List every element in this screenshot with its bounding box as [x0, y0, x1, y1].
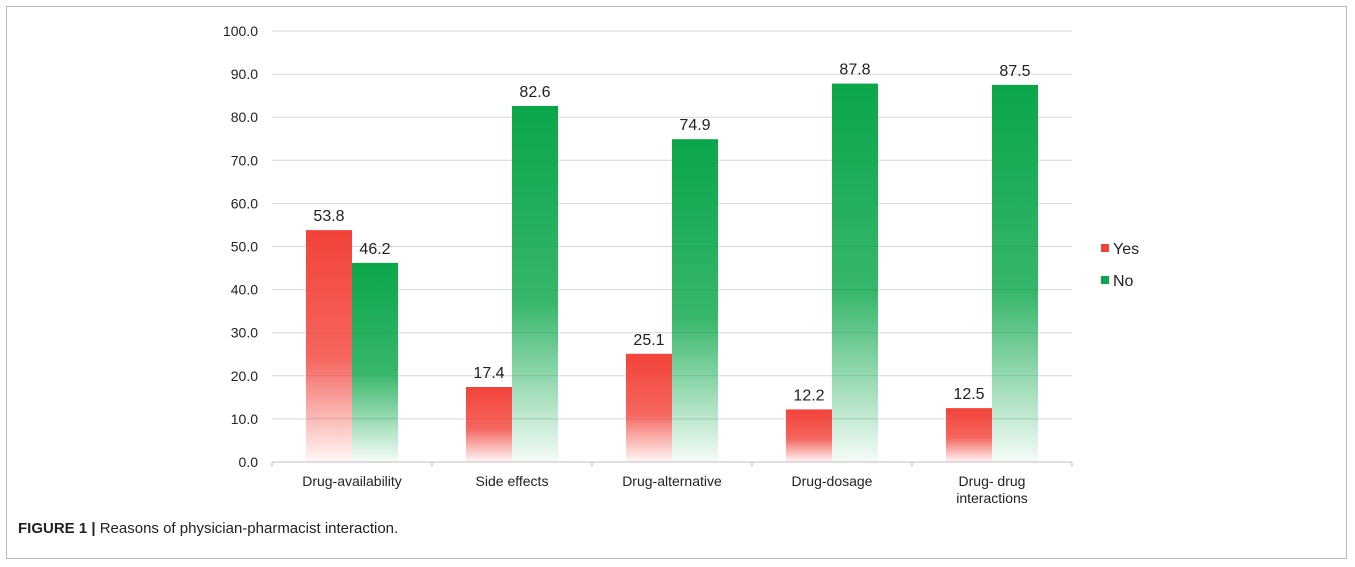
legend-swatch-yes: [1101, 244, 1109, 252]
y-tick-label: 30.0: [231, 325, 258, 341]
bar-yes-2: [626, 353, 672, 462]
y-tick-label: 20.0: [231, 368, 258, 384]
y-tick-label: 0.0: [239, 454, 259, 470]
data-label-no: 87.8: [839, 62, 870, 79]
y-tick-label: 40.0: [231, 282, 258, 298]
x-category-label: interactions: [956, 490, 1028, 506]
y-tick-label: 70.0: [231, 152, 258, 168]
data-label-no: 74.9: [679, 117, 710, 134]
bar-no-3: [832, 83, 878, 462]
bar-no-1: [512, 105, 558, 462]
x-category-label: Side effects: [476, 473, 549, 489]
x-category-label: Drug-alternative: [622, 473, 722, 489]
gridlines: [271, 30, 1073, 467]
data-label-yes: 53.8: [313, 208, 344, 225]
bars: [306, 83, 1038, 462]
y-tick-label: 10.0: [231, 411, 258, 427]
bar-yes-4: [946, 408, 992, 462]
x-category-label: Drug-dosage: [792, 473, 873, 489]
data-label-yes: 25.1: [633, 332, 664, 349]
legend-label-no: No: [1113, 273, 1134, 290]
bar-yes-1: [466, 387, 512, 462]
bar-no-2: [672, 139, 718, 462]
y-tick-label: 100.0: [223, 23, 258, 39]
figure-caption-label: FIGURE 1 |: [18, 520, 96, 537]
bar-yes-3: [786, 409, 832, 462]
data-label-no: 46.2: [359, 241, 390, 258]
bar-no-4: [992, 84, 1038, 462]
data-label-no: 87.5: [999, 63, 1030, 80]
data-label-yes: 12.5: [953, 386, 984, 403]
y-tick-label: 80.0: [231, 109, 258, 125]
data-label-no: 82.6: [519, 84, 550, 101]
data-labels: 53.8 46.2 17.4 82.6 25.1 74.9 12.2 87.8 12.5 87.5: [313, 62, 1030, 405]
y-tick-label: 90.0: [231, 66, 258, 82]
y-axis-tick-labels: 0.0 10.0 20.0 30.0 40.0 50.0 60.0 70.0 80.0 90.0 1…: [223, 23, 258, 470]
data-label-yes: 17.4: [473, 365, 504, 382]
x-category-label: Drug- drug: [959, 473, 1026, 489]
figure-caption: FIGURE 1 | Reasons of physician-pharmaci…: [18, 520, 398, 537]
bar-no-0: [352, 262, 398, 462]
legend: Yes No: [1101, 241, 1139, 290]
y-tick-label: 60.0: [231, 195, 258, 211]
figure-caption-text: Reasons of physician-pharmacist interact…: [99, 520, 399, 537]
y-tick-label: 50.0: [231, 239, 258, 255]
bar-chart: 0.0 10.0 20.0 30.0 40.0 50.0 60.0 70.0 80.0 90.0 1…: [223, 23, 1139, 506]
x-axis-category-labels: Drug-availability Side effects Drug-altern…: [302, 473, 1028, 506]
x-category-label: Drug-availability: [302, 473, 402, 489]
legend-label-yes: Yes: [1113, 241, 1139, 258]
legend-swatch-no: [1101, 276, 1109, 284]
bar-yes-0: [306, 230, 352, 462]
data-label-yes: 12.2: [793, 387, 824, 404]
